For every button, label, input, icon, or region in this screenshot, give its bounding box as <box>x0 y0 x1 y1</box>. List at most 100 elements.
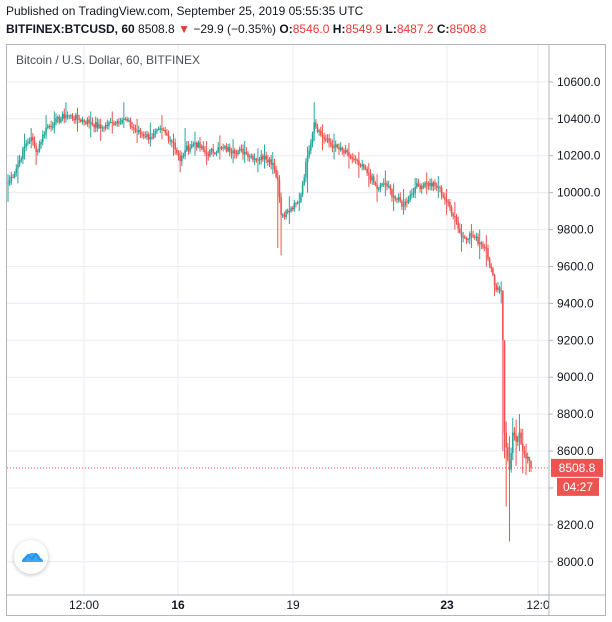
candle-body <box>157 128 160 130</box>
countdown-label: 04:27 <box>563 480 593 494</box>
candle-body <box>416 183 418 188</box>
y-tick-label: 9200.0 <box>557 333 594 347</box>
candle-body <box>217 147 219 153</box>
candle-body <box>28 141 31 143</box>
candle-body <box>329 142 332 145</box>
candle-body <box>265 155 267 160</box>
candle-body <box>167 135 170 141</box>
candle-body <box>129 120 132 127</box>
candle-body <box>505 432 507 448</box>
candle-body <box>177 152 180 156</box>
candle-body <box>200 146 203 148</box>
candle-body <box>51 126 54 128</box>
published-note: Published on TradingView.com, September … <box>6 4 364 18</box>
candle-body <box>467 238 469 240</box>
candle-body <box>13 173 16 178</box>
candle-body <box>389 185 392 190</box>
candle-body <box>305 162 307 178</box>
candle-body <box>38 144 41 152</box>
x-tick-label: 12:00 <box>69 598 99 612</box>
candle-body <box>498 287 501 291</box>
candle-body <box>303 177 306 185</box>
candle-body <box>510 453 512 470</box>
candle-body <box>242 148 244 155</box>
candle-body <box>500 290 503 292</box>
candle-body <box>235 153 238 155</box>
candle-body <box>10 176 13 181</box>
candle-body <box>270 159 272 165</box>
candle-body <box>27 142 29 144</box>
candle-body <box>184 150 186 156</box>
candle-body <box>78 118 80 120</box>
candle-body <box>363 164 365 169</box>
candle-body <box>371 176 373 181</box>
candle-body <box>280 197 282 215</box>
candle-body <box>406 201 408 203</box>
candle-body <box>285 210 287 217</box>
candle-body <box>215 152 218 154</box>
close-value: 8508.8 <box>449 22 487 36</box>
candle-body <box>63 113 66 119</box>
candle-body <box>283 214 286 217</box>
candle-body <box>316 126 319 132</box>
candle-body <box>530 461 532 468</box>
candle-body <box>425 182 428 184</box>
candle-body <box>364 168 367 170</box>
candle-body <box>439 187 441 189</box>
candle-body <box>477 236 479 244</box>
y-tick-label: 8800.0 <box>557 407 594 421</box>
candle-body <box>61 113 64 119</box>
candle-body <box>101 127 104 129</box>
candle-body <box>81 119 84 122</box>
candle-body <box>470 233 473 236</box>
tradingview-logo[interactable] <box>14 540 48 574</box>
candle-body <box>162 129 165 131</box>
candle-body <box>336 144 339 148</box>
candle-body <box>374 182 377 185</box>
candle-body <box>35 145 37 153</box>
candle-body <box>126 119 128 121</box>
candle-body <box>252 155 254 160</box>
candle-body <box>447 201 450 203</box>
candle-body <box>248 156 251 158</box>
candle-body <box>275 169 277 178</box>
candle-body <box>445 199 448 202</box>
candle-body <box>268 159 271 163</box>
y-tick-label: 9800.0 <box>557 223 594 237</box>
candle-body <box>320 130 322 135</box>
candle-body <box>219 147 221 149</box>
candle-body <box>118 121 120 124</box>
candle-body <box>73 118 76 121</box>
candle-body <box>238 148 241 151</box>
candle-body <box>511 432 514 454</box>
candle-body <box>349 155 352 158</box>
candle-body <box>487 248 489 259</box>
candle-body <box>273 163 276 170</box>
candle-body <box>450 207 453 214</box>
candle-body <box>70 115 72 117</box>
candle-body <box>490 265 493 269</box>
candle-body <box>123 118 125 121</box>
y-tick-label: 10200.0 <box>557 149 601 163</box>
candle-body <box>482 244 484 248</box>
candle-body <box>187 145 190 152</box>
candle-body <box>343 150 345 153</box>
candle-body <box>245 152 248 154</box>
candle-body <box>417 183 420 186</box>
candle-body <box>88 119 90 124</box>
candle-body <box>22 148 24 159</box>
candle-body <box>108 122 110 126</box>
candle-body <box>324 139 327 141</box>
candle-body <box>444 197 446 200</box>
candle-body <box>331 144 334 148</box>
candle-body <box>412 193 415 195</box>
candle-body <box>104 124 107 129</box>
candle-body <box>480 242 483 245</box>
candle-body <box>288 211 291 213</box>
candle-body <box>96 122 99 129</box>
candle-body <box>384 183 387 185</box>
candle-body <box>356 159 359 161</box>
candle-body <box>351 157 354 159</box>
candle-body <box>328 138 330 143</box>
